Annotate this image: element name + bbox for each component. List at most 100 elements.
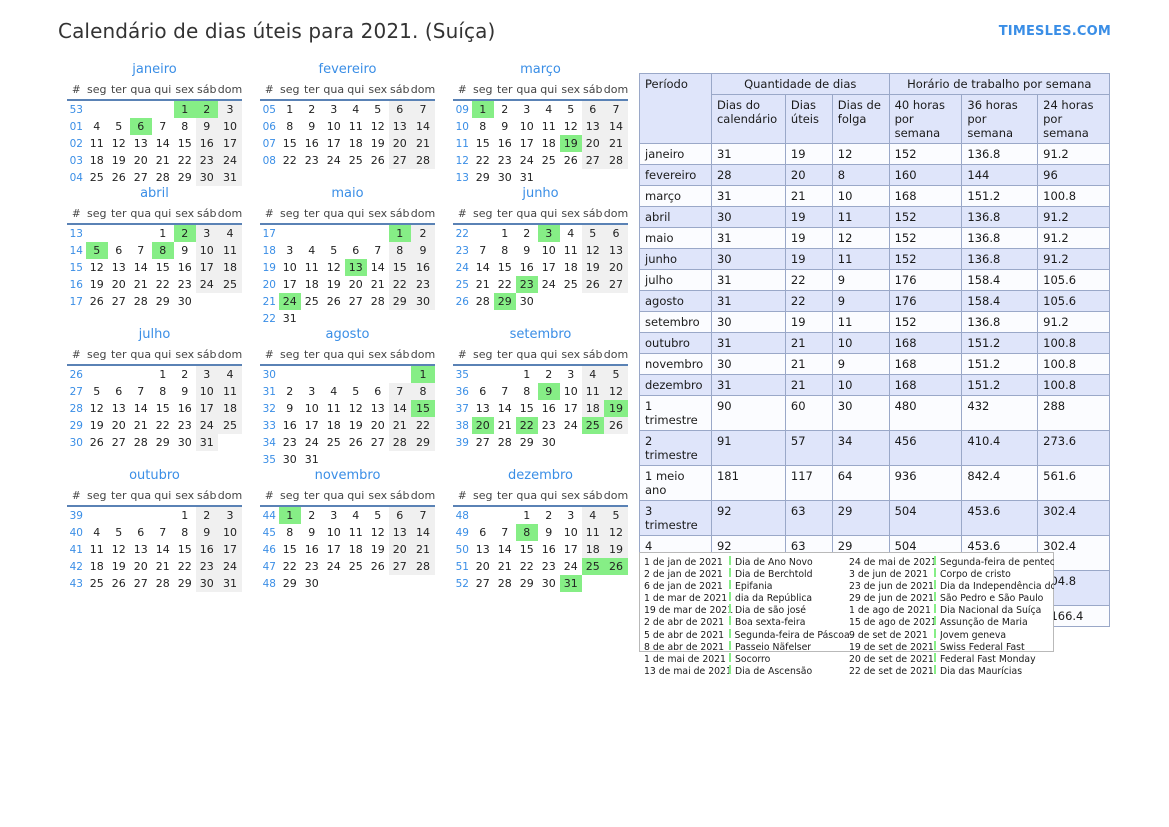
day-cell[interactable]: 7 (479, 244, 487, 257)
day-cell[interactable]: 5 (603, 506, 629, 524)
day-cell[interactable]: 10 (195, 242, 218, 259)
day-cell[interactable]: 2 (501, 103, 509, 116)
day-cell[interactable]: 29 (177, 171, 192, 184)
day-cell[interactable]: 23 (541, 560, 556, 573)
day-cell[interactable]: 14 (155, 543, 170, 556)
day-cell[interactable]: 17 (282, 278, 297, 291)
day-cell[interactable]: 26 (370, 560, 385, 573)
day-cell[interactable]: 16 (282, 419, 297, 432)
day-cell[interactable]: 26 (370, 154, 385, 167)
day-cell-holiday[interactable]: 3 (537, 224, 560, 242)
day-cell[interactable]: 19 (370, 543, 385, 556)
day-cell[interactable]: 15 (155, 261, 170, 274)
day-cell[interactable]: 1 (159, 227, 167, 240)
day-cell[interactable]: 24 (563, 419, 578, 432)
day-cell[interactable]: 25 (89, 171, 104, 184)
day-cell[interactable]: 12 (563, 120, 578, 133)
day-cell[interactable]: 11 (326, 402, 341, 415)
day-cell[interactable]: 27 (111, 436, 126, 449)
day-cell[interactable]: 13 (603, 242, 629, 259)
day-cell[interactable]: 13 (475, 402, 490, 415)
day-cell[interactable]: 3 (286, 244, 294, 257)
day-cell[interactable]: 30 (541, 436, 556, 449)
day-cell[interactable]: 18 (348, 543, 363, 556)
day-cell[interactable]: 11 (581, 524, 604, 541)
day-cell[interactable]: 5 (93, 385, 101, 398)
day-cell[interactable]: 31 (282, 312, 297, 325)
day-cell[interactable]: 22 (410, 417, 436, 434)
day-cell[interactable]: 4 (581, 506, 604, 524)
day-cell[interactable]: 11 (348, 526, 363, 539)
day-cell[interactable]: 19 (581, 259, 604, 276)
day-cell-holiday[interactable]: 31 (559, 575, 582, 592)
day-cell[interactable]: 21 (497, 560, 512, 573)
day-cell[interactable]: 28 (475, 295, 490, 308)
day-cell[interactable]: 19 (370, 137, 385, 150)
day-cell[interactable]: 25 (348, 560, 363, 573)
day-cell[interactable]: 7 (159, 120, 167, 133)
day-cell[interactable]: 21 (497, 419, 512, 432)
day-cell[interactable]: 20 (475, 560, 490, 573)
day-cell[interactable]: 17 (519, 137, 534, 150)
day-cell[interactable]: 25 (541, 154, 556, 167)
day-cell[interactable]: 31 (195, 434, 218, 451)
day-cell[interactable]: 22 (282, 560, 297, 573)
day-cell-holiday[interactable]: 19 (559, 135, 582, 152)
day-cell[interactable]: 18 (581, 400, 604, 417)
day-cell[interactable]: 6 (581, 100, 604, 118)
day-cell[interactable]: 9 (523, 244, 531, 257)
day-cell[interactable]: 16 (497, 137, 512, 150)
day-cell[interactable]: 12 (603, 383, 629, 400)
day-cell[interactable]: 21 (155, 154, 170, 167)
day-cell[interactable]: 13 (475, 543, 490, 556)
day-cell[interactable]: 3 (217, 506, 243, 524)
day-cell[interactable]: 7 (374, 244, 382, 257)
day-cell[interactable]: 12 (111, 543, 126, 556)
day-cell[interactable]: 24 (217, 558, 243, 575)
day-cell[interactable]: 6 (352, 244, 360, 257)
day-cell-holiday[interactable]: 8 (515, 524, 538, 541)
day-cell[interactable]: 15 (282, 137, 297, 150)
day-cell[interactable]: 29 (155, 295, 170, 308)
day-cell[interactable]: 11 (541, 120, 556, 133)
day-cell[interactable]: 5 (374, 103, 382, 116)
day-cell-holiday[interactable]: 1 (388, 224, 411, 242)
day-cell[interactable]: 7 (159, 526, 167, 539)
day-cell-holiday[interactable]: 22 (515, 417, 538, 434)
day-cell[interactable]: 10 (563, 385, 578, 398)
day-cell[interactable]: 15 (155, 402, 170, 415)
day-cell[interactable]: 15 (497, 261, 512, 274)
day-cell[interactable]: 5 (115, 526, 123, 539)
day-cell[interactable]: 28 (155, 577, 170, 590)
day-cell[interactable]: 21 (603, 135, 629, 152)
day-cell[interactable]: 20 (603, 259, 629, 276)
day-cell[interactable]: 25 (89, 577, 104, 590)
day-cell[interactable]: 7 (137, 385, 145, 398)
day-cell[interactable]: 3 (567, 368, 575, 381)
day-cell[interactable]: 27 (475, 436, 490, 449)
day-cell[interactable]: 18 (89, 154, 104, 167)
day-cell[interactable]: 26 (348, 436, 363, 449)
day-cell-holiday[interactable]: 15 (410, 400, 436, 417)
day-cell-holiday[interactable]: 2 (173, 224, 196, 242)
day-cell[interactable]: 4 (217, 365, 243, 383)
day-cell[interactable]: 17 (217, 135, 243, 152)
day-cell[interactable]: 16 (410, 259, 436, 276)
day-cell[interactable]: 4 (217, 224, 243, 242)
day-cell[interactable]: 20 (111, 278, 126, 291)
day-cell[interactable]: 6 (603, 224, 629, 242)
day-cell[interactable]: 30 (541, 577, 556, 590)
day-cell-holiday[interactable]: 9 (537, 383, 560, 400)
day-cell[interactable]: 22 (155, 419, 170, 432)
day-cell[interactable]: 15 (282, 543, 297, 556)
day-cell[interactable]: 6 (388, 506, 411, 524)
day-cell[interactable]: 5 (330, 244, 338, 257)
day-cell[interactable]: 14 (133, 261, 148, 274)
day-cell[interactable]: 24 (217, 152, 243, 169)
day-cell[interactable]: 27 (388, 152, 411, 169)
day-cell[interactable]: 22 (519, 560, 534, 573)
day-cell[interactable]: 27 (581, 152, 604, 169)
day-cell[interactable]: 20 (388, 541, 411, 558)
day-cell[interactable]: 17 (195, 259, 218, 276)
day-cell[interactable]: 29 (410, 434, 436, 451)
